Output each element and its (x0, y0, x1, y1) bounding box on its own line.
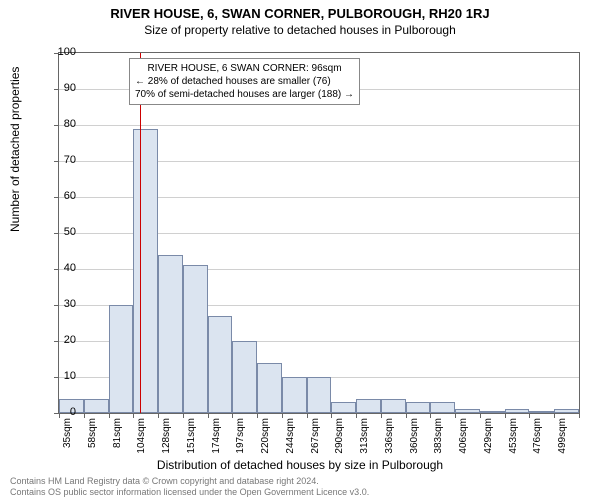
ytick-label: 90 (46, 82, 76, 94)
xtick-label: 220sqm (260, 418, 271, 458)
xtick-mark (282, 413, 283, 418)
ytick-label: 30 (46, 298, 76, 310)
histogram-bar (158, 255, 183, 413)
xtick-mark (579, 413, 580, 418)
ytick-label: 100 (46, 46, 76, 58)
xtick-label: 104sqm (136, 418, 147, 458)
xtick-mark (529, 413, 530, 418)
xtick-mark (381, 413, 382, 418)
ytick-label: 80 (46, 118, 76, 130)
xtick-label: 151sqm (186, 418, 197, 458)
xtick-label: 360sqm (409, 418, 420, 458)
xtick-mark (430, 413, 431, 418)
histogram-bar (183, 265, 208, 413)
xtick-label: 58sqm (87, 418, 98, 458)
plot-area: RIVER HOUSE, 6 SWAN CORNER: 96sqm ← 28% … (58, 52, 580, 414)
xtick-label: 313sqm (359, 418, 370, 458)
xtick-label: 197sqm (235, 418, 246, 458)
annotation-line2: ← 28% of detached houses are smaller (76… (135, 75, 354, 88)
xtick-label: 35sqm (62, 418, 73, 458)
histogram-bar (430, 402, 455, 413)
footer-line1: Contains HM Land Registry data © Crown c… (10, 476, 369, 487)
xtick-label: 499sqm (557, 418, 568, 458)
histogram-bar (554, 409, 579, 413)
xtick-mark (133, 413, 134, 418)
xtick-mark (109, 413, 110, 418)
ytick-label: 10 (46, 370, 76, 382)
xtick-mark (480, 413, 481, 418)
xtick-label: 476sqm (532, 418, 543, 458)
histogram-bar (307, 377, 332, 413)
xtick-mark (356, 413, 357, 418)
histogram-bar (208, 316, 233, 413)
xtick-mark (158, 413, 159, 418)
annotation-line1: RIVER HOUSE, 6 SWAN CORNER: 96sqm (135, 62, 354, 75)
xtick-label: 406sqm (458, 418, 469, 458)
xtick-label: 267sqm (310, 418, 321, 458)
reference-marker-line (140, 53, 141, 413)
histogram-bar (282, 377, 307, 413)
xtick-label: 244sqm (285, 418, 296, 458)
chart-title: RIVER HOUSE, 6, SWAN CORNER, PULBOROUGH,… (0, 0, 600, 21)
histogram-bar (381, 399, 406, 413)
x-axis-label: Distribution of detached houses by size … (0, 458, 600, 472)
chart-subtitle: Size of property relative to detached ho… (0, 21, 600, 37)
histogram-bar (529, 411, 554, 413)
xtick-label: 174sqm (211, 418, 222, 458)
grid-line (59, 125, 579, 126)
ytick-label: 40 (46, 262, 76, 274)
xtick-mark (84, 413, 85, 418)
histogram-bar (257, 363, 282, 413)
xtick-label: 290sqm (334, 418, 345, 458)
xtick-label: 81sqm (112, 418, 123, 458)
ytick-label: 50 (46, 226, 76, 238)
histogram-bar (406, 402, 431, 413)
xtick-label: 128sqm (161, 418, 172, 458)
xtick-label: 429sqm (483, 418, 494, 458)
histogram-bar (455, 409, 480, 413)
ytick-label: 20 (46, 334, 76, 346)
footer-attribution: Contains HM Land Registry data © Crown c… (10, 476, 369, 498)
xtick-mark (257, 413, 258, 418)
xtick-label: 336sqm (384, 418, 395, 458)
histogram-bar (505, 409, 530, 413)
histogram-bar (232, 341, 257, 413)
xtick-mark (183, 413, 184, 418)
xtick-mark (208, 413, 209, 418)
xtick-mark (232, 413, 233, 418)
xtick-label: 453sqm (508, 418, 519, 458)
annotation-box: RIVER HOUSE, 6 SWAN CORNER: 96sqm ← 28% … (129, 58, 360, 105)
histogram-bar (480, 411, 505, 413)
xtick-mark (455, 413, 456, 418)
y-axis-label: Number of detached properties (8, 67, 22, 232)
histogram-bar (331, 402, 356, 413)
xtick-mark (406, 413, 407, 418)
chart-container: RIVER HOUSE, 6, SWAN CORNER, PULBOROUGH,… (0, 0, 600, 500)
ytick-label: 0 (46, 406, 76, 418)
histogram-bar (109, 305, 134, 413)
xtick-mark (331, 413, 332, 418)
xtick-mark (505, 413, 506, 418)
histogram-bar (84, 399, 109, 413)
xtick-mark (554, 413, 555, 418)
histogram-bar (356, 399, 381, 413)
ytick-label: 70 (46, 154, 76, 166)
xtick-mark (307, 413, 308, 418)
footer-line2: Contains OS public sector information li… (10, 487, 369, 498)
ytick-label: 60 (46, 190, 76, 202)
histogram-bar (133, 129, 158, 413)
xtick-label: 383sqm (433, 418, 444, 458)
annotation-line3: 70% of semi-detached houses are larger (… (135, 88, 354, 101)
